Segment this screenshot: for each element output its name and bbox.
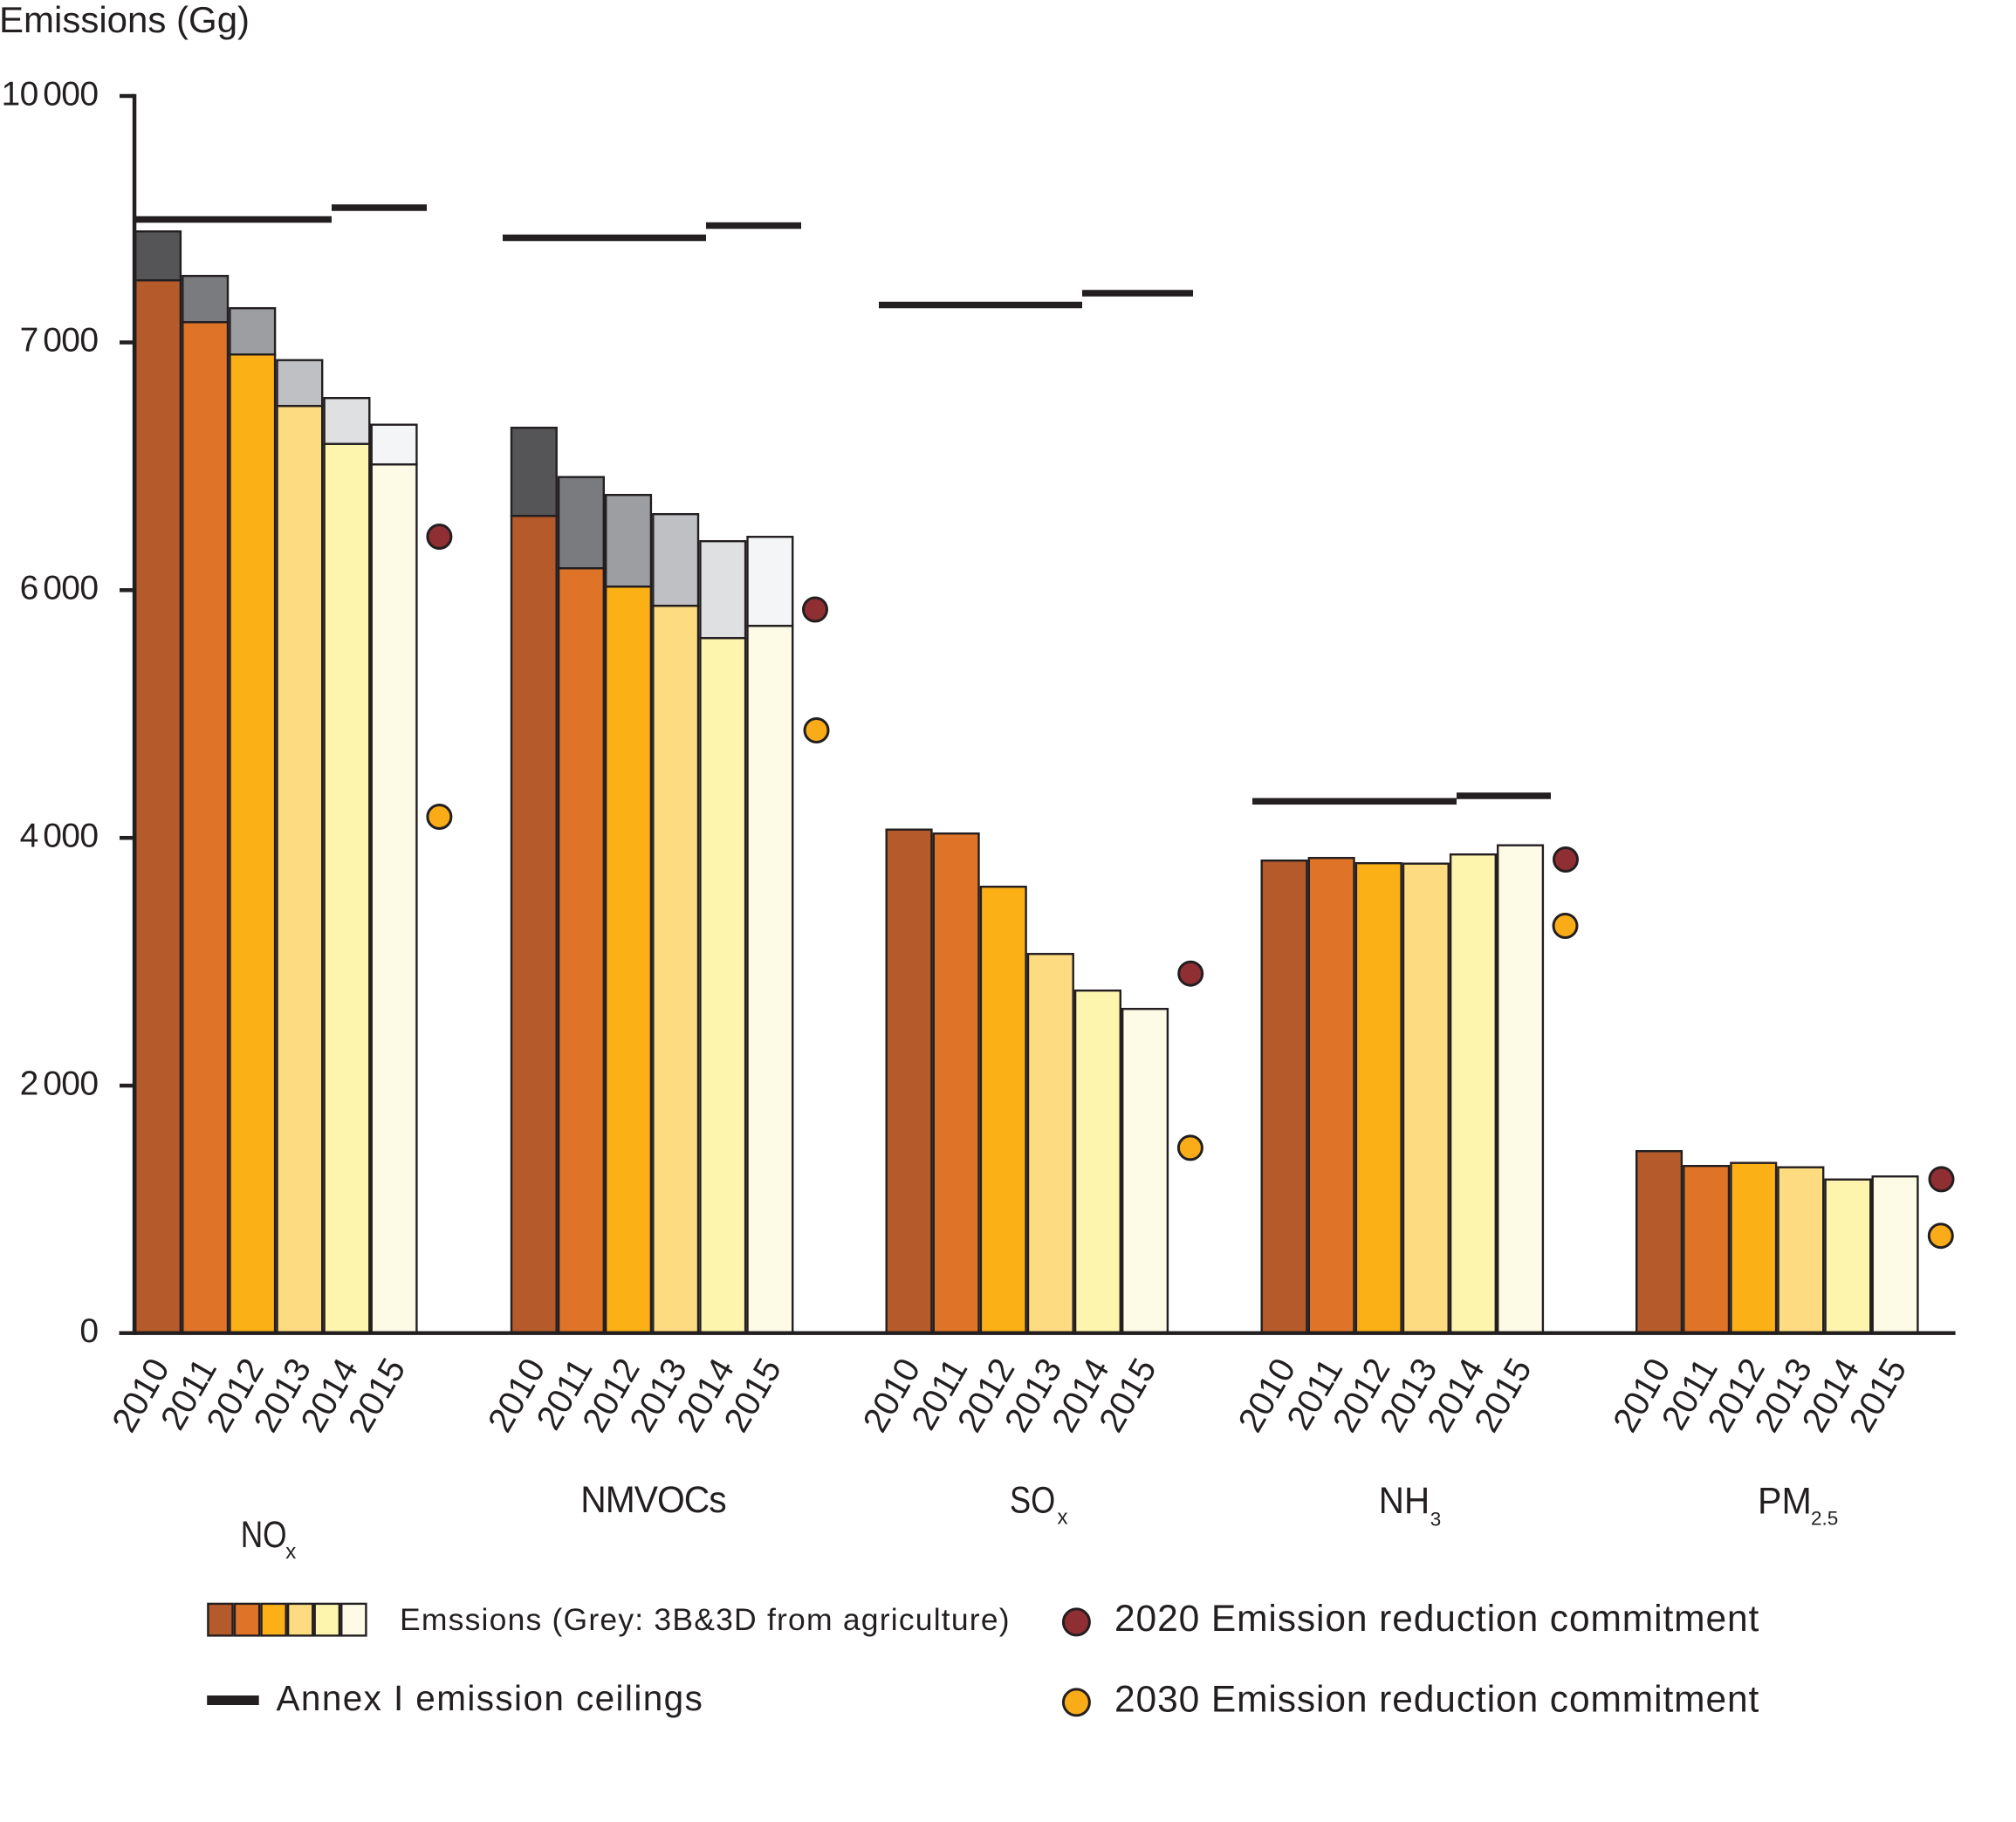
- svg-text:2.5: 2.5: [1811, 1508, 1838, 1530]
- svg-text:2020 Emission reduction commit: 2020 Emission reduction commitment: [1114, 1599, 1759, 1640]
- svg-text:0: 0: [79, 1312, 98, 1350]
- svg-text:NMVOCs: NMVOCs: [580, 1478, 726, 1520]
- svg-text:Emssions (Grey: 3B&3D from agr: Emssions (Grey: 3B&3D from agriculture): [400, 1602, 1011, 1637]
- svg-text:x: x: [285, 1540, 296, 1564]
- svg-text:x: x: [1058, 1506, 1068, 1530]
- svg-text:NO: NO: [241, 1515, 287, 1556]
- svg-text:3: 3: [1430, 1509, 1442, 1531]
- svg-text:NH: NH: [1379, 1479, 1430, 1521]
- svg-text:PM: PM: [1758, 1480, 1812, 1522]
- svg-text:Annex I emission ceilings: Annex I emission ceilings: [277, 1678, 704, 1718]
- svg-text:SO: SO: [1010, 1480, 1055, 1521]
- svg-text:2030 Emission reduction commit: 2030 Emission reduction commitment: [1114, 1680, 1759, 1721]
- svg-text:Emissions (Gg): Emissions (Gg): [0, 0, 250, 40]
